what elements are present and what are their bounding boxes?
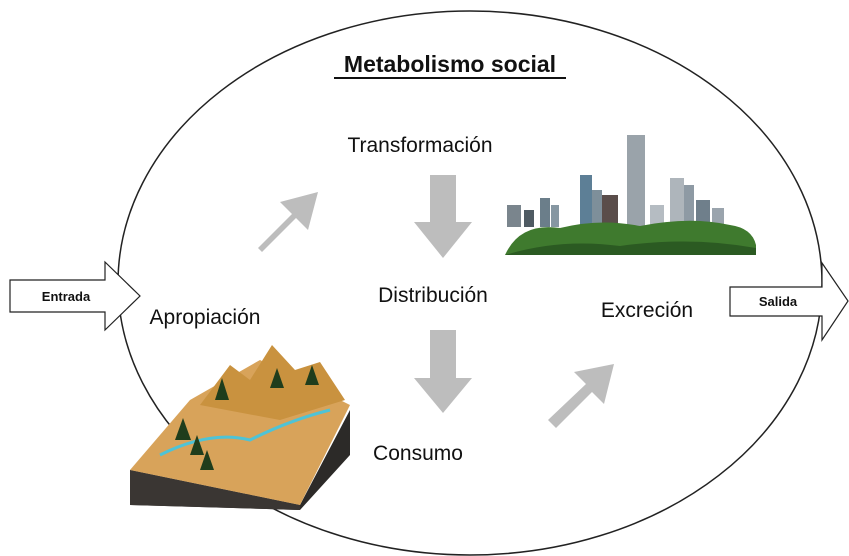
excretion-label: Excreción: [601, 299, 693, 322]
diagram: Metabolismo social Entrada Salida: [0, 0, 849, 556]
distribution-label: Distribución: [378, 284, 488, 307]
appropriation-label: Apropiación: [150, 306, 261, 329]
arrow-down: [414, 330, 472, 413]
output-label: Salida: [759, 294, 798, 309]
arrow-down: [414, 175, 472, 258]
input-label: Entrada: [42, 289, 91, 304]
city-image: [505, 135, 756, 255]
consumption-label: Consumo: [373, 442, 463, 465]
title: Metabolismo social: [344, 51, 556, 77]
arrow-up-right: [258, 192, 318, 252]
transformation-label: Transformación: [347, 134, 492, 157]
arrow-up-right: [548, 364, 614, 428]
landscape-image: [130, 345, 350, 510]
